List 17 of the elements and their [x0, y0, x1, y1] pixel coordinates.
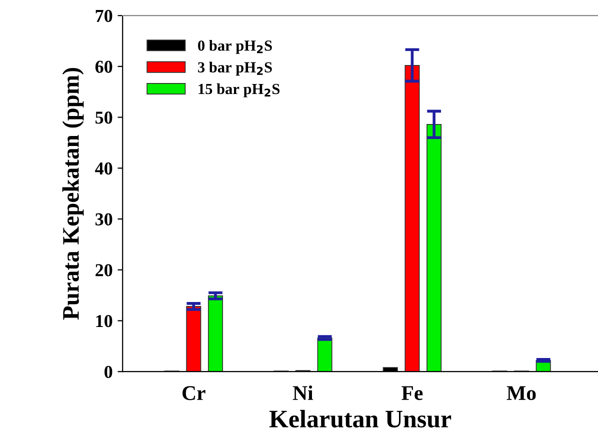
y-tick-label: 0: [104, 366, 112, 378]
y-tick-label: 20: [96, 264, 112, 276]
y-tick-label: 40: [95, 162, 112, 175]
legend-label: 15 bar pH$_{2}$S: [198, 83, 280, 98]
legend-label: 3 bar pH$_{2}$S: [198, 62, 272, 76]
y-tick-label: 50: [96, 112, 112, 124]
x-tick-label: Ni: [292, 385, 314, 400]
y-axis-title: Purata Kepekatan (ppm): [62, 68, 84, 320]
y-tick-label: 60: [95, 60, 112, 73]
x-tick-label: Mo: [506, 386, 536, 400]
y-tick-label: 30: [95, 213, 112, 226]
y-tick-label: 10: [96, 314, 112, 328]
legend-label: 0 bar pH$_{2}$S: [198, 40, 272, 54]
y-tick-label: 70: [96, 10, 112, 22]
x-tick-label: Fe: [402, 386, 423, 400]
x-tick-label: Cr: [182, 386, 206, 400]
x-axis-title: Kelarutan Unsur: [269, 410, 452, 428]
